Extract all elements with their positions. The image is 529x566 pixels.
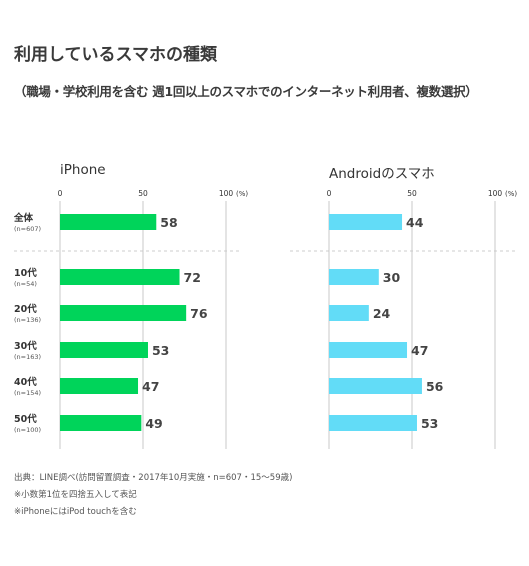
iphone-bar-5 (60, 415, 142, 431)
android-value-label-5: 53 (421, 416, 438, 431)
category-note-0: (n=607) (14, 225, 41, 233)
category-note-3: (n=163) (14, 353, 41, 361)
chart-subtitle: （職場・学校利用を含む 週1回以上のスマホでのインターネット利用者、複数選択） (14, 84, 478, 99)
android-value-label-0: 44 (406, 215, 424, 230)
android-bar-0 (329, 214, 403, 230)
android-bar-3 (329, 342, 408, 358)
category-note-1: (n=54) (14, 280, 37, 288)
chart-title: 利用しているスマホの種類 (14, 45, 217, 65)
category-note-4: (n=154) (14, 389, 41, 397)
iphone-tick-label-100: 100 (219, 189, 234, 198)
android-tick-label-100: 100 (488, 189, 503, 198)
iphone-value-label-5: 49 (145, 416, 162, 431)
category-label-1: 10代 (14, 267, 37, 279)
android-bar-1 (329, 269, 379, 285)
android-bar-2 (329, 305, 369, 321)
android-unit-label: (%) (505, 190, 517, 198)
android-bar-4 (329, 378, 422, 394)
android-value-label-3: 47 (411, 343, 428, 358)
footnote-rounding: ※小数第1位を四捨五入して表記 (14, 490, 137, 500)
iphone-value-label-1: 72 (184, 270, 201, 285)
android-tick-label-50: 50 (407, 189, 417, 198)
footnote-source: 出典：LINE調べ(訪問留置調査・2017年10月実施・n=607・15〜59歳… (14, 473, 293, 483)
category-label-3: 30代 (14, 340, 37, 352)
iphone-bar-3 (60, 342, 148, 358)
android-bar-5 (329, 415, 417, 431)
iphone-value-label-0: 58 (160, 215, 177, 230)
android-value-label-4: 56 (426, 379, 444, 394)
category-note-5: (n=100) (14, 426, 41, 434)
iphone-value-label-2: 76 (190, 306, 208, 321)
iphone-value-label-4: 47 (142, 379, 159, 394)
iphone-bar-0 (60, 214, 157, 230)
iphone-panel-title: iPhone (60, 162, 106, 178)
category-note-2: (n=136) (14, 316, 41, 324)
android-value-label-1: 30 (383, 270, 401, 285)
iphone-bar-2 (60, 305, 187, 321)
footnotes: 出典：LINE調べ(訪問留置調査・2017年10月実施・n=607・15〜59歳… (14, 470, 292, 521)
android-tick-label-0: 0 (327, 189, 332, 198)
android-value-label-2: 24 (373, 306, 391, 321)
iphone-tick-label-50: 50 (138, 189, 148, 198)
iphone-tick-label-0: 0 (58, 189, 63, 198)
footnote-ipod: ※iPhoneにはiPod touchを含む (14, 507, 137, 517)
category-label-0: 全体 (13, 212, 34, 224)
category-label-4: 40代 (14, 376, 37, 388)
category-label-5: 50代 (14, 413, 37, 425)
iphone-unit-label: (%) (236, 190, 248, 198)
iphone-bar-1 (60, 269, 180, 285)
android-panel-title: Androidのスマホ (329, 166, 435, 182)
iphone-bar-4 (60, 378, 139, 394)
iphone-value-label-3: 53 (152, 343, 169, 358)
category-label-2: 20代 (14, 303, 37, 315)
